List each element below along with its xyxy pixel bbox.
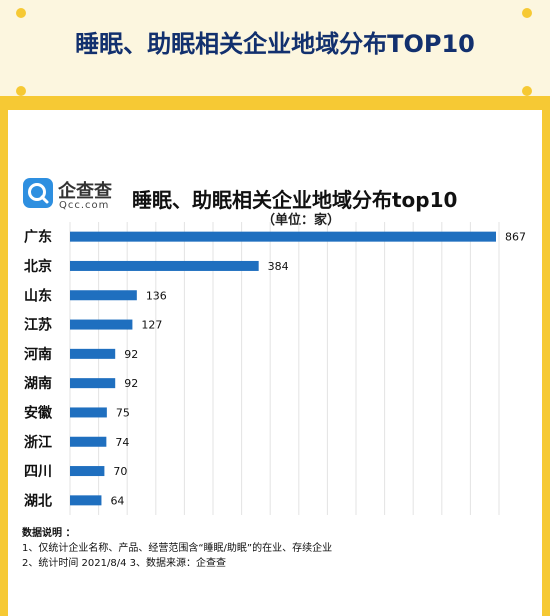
decor-dot [522, 8, 532, 18]
header-banner: 睡眠、助眠相关企业地域分布TOP10 [0, 0, 550, 96]
category-label: 山东 [24, 287, 52, 304]
data-label: 384 [268, 260, 289, 273]
data-label: 92 [124, 377, 138, 390]
notes-heading: 数据说明 ： [22, 528, 76, 539]
bar [70, 348, 116, 359]
data-label: 70 [113, 465, 127, 478]
page-title: 睡眠、助眠相关企业地域分布TOP10 [75, 30, 475, 58]
bar [70, 290, 137, 301]
data-label: 74 [115, 436, 129, 449]
decor-dot [16, 8, 26, 18]
category-label: 安徽 [24, 404, 53, 421]
qcc-logo-glyph [28, 183, 49, 204]
qcc-logo-name: 企查查 [58, 181, 112, 202]
divider-left [10, 105, 258, 107]
bar [70, 495, 102, 506]
chart-panel [8, 110, 542, 616]
category-label: 江苏 [24, 317, 52, 334]
notes-line-1: 1、仅统计企业名称、产品、经营范围含“睡眠/助眠”的在业、存续企业 [22, 543, 333, 554]
category-label: 湖北 [24, 493, 52, 509]
data-label: 75 [116, 406, 130, 419]
chart-title: 睡眠、助眠相关企业地域分布top10 [132, 188, 458, 212]
bar [70, 260, 259, 271]
bar [70, 378, 116, 389]
category-label: 四川 [24, 464, 52, 480]
data-notes: 数据说明 ： 1、仅统计企业名称、产品、经营范围含“睡眠/助眠”的在业、存续企业… [22, 526, 332, 571]
qcc-logo-domain: Qcc.com [59, 200, 110, 211]
decor-dot [16, 86, 26, 96]
qcc-logo-icon [23, 178, 53, 208]
data-label: 64 [110, 494, 124, 507]
notes-line-2: 2、统计时间 2021/8/4 3、数据来源：企查查 [22, 558, 226, 569]
divider-right [292, 105, 540, 107]
chart-unit: （单位：家） [262, 213, 341, 228]
category-label: 河南 [24, 346, 52, 363]
data-label: 92 [124, 348, 138, 361]
category-label: 北京 [24, 258, 52, 275]
bar [70, 407, 107, 418]
category-label: 浙江 [24, 434, 52, 451]
bar [70, 436, 107, 447]
data-label: 136 [146, 289, 167, 302]
bar [70, 466, 105, 477]
category-label: 广东 [24, 229, 52, 246]
data-label: 867 [505, 231, 526, 244]
category-label: 湖南 [24, 375, 52, 392]
bar [70, 231, 496, 242]
bar [70, 319, 133, 330]
data-label: 127 [141, 319, 162, 332]
decor-dot [522, 86, 532, 96]
